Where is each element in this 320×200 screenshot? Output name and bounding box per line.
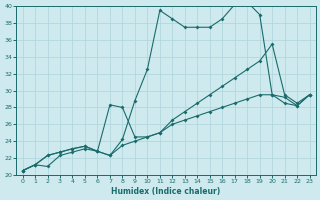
X-axis label: Humidex (Indice chaleur): Humidex (Indice chaleur) bbox=[111, 187, 221, 196]
